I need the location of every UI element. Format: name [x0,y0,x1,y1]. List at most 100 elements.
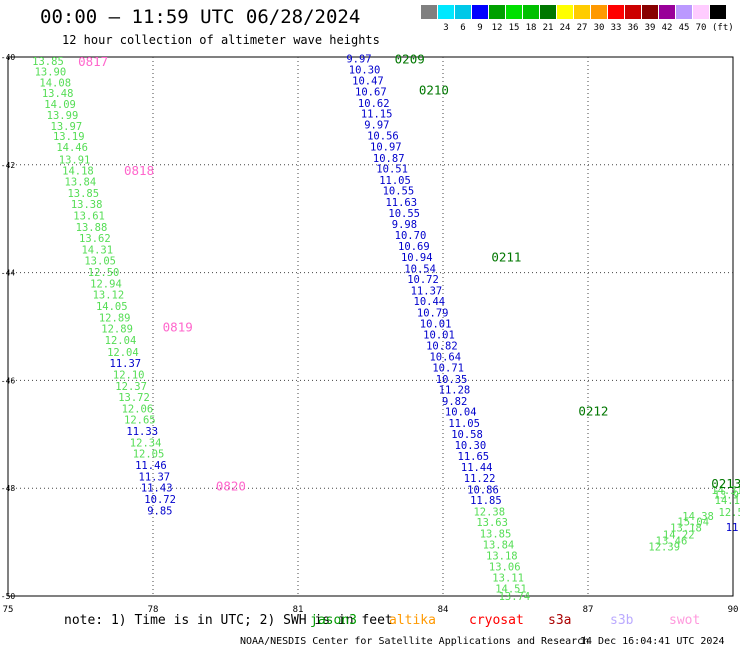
y-tick-label: -46 [1,376,16,385]
pass-time-label: 0820 [216,479,246,494]
x-tick-label: 75 [3,605,14,615]
data-point-label: 10.47 [352,76,384,88]
data-point-label: 13.97 [714,490,740,502]
legend-label: 42 [661,23,673,33]
data-point-label: 11.43 [141,483,173,495]
data-point-label: 13.63 [476,517,508,529]
data-point-label: 11.37 [110,358,142,370]
x-tick-label: 90 [728,605,739,615]
pass-time-label: 0213 [711,476,740,491]
data-point-label: 10.30 [455,440,487,452]
data-point-label: 13.90 [35,67,67,79]
legend-swatch [489,5,505,19]
data-point-label: 13.11 [492,573,524,585]
data-point-label: 9.85 [147,505,172,517]
chart-subtitle: 12 hour collection of altimeter wave hei… [62,33,380,47]
x-tick-label: 87 [583,605,594,615]
data-point-label: 12.06 [122,403,154,415]
data-point-label: 12.50 [88,267,120,279]
data-point-label: 14.05 [96,301,128,313]
data-point-label: 14.08 [39,77,71,89]
y-tick-label: -44 [1,269,16,278]
data-point-label: 12.37 [115,381,147,393]
data-point-label: 10.54 [404,263,436,275]
legend-label: 70 [695,23,707,33]
data-point-label: 10.79 [417,307,449,319]
legend-swatch [523,5,539,19]
satellite-name: jason3 [310,613,357,628]
data-point-label: 12.04 [107,347,139,359]
data-point-label: 12.10 [113,369,145,381]
data-point-label: 12.50 [719,507,740,519]
y-tick-label: -42 [1,161,16,170]
y-tick-label: -48 [1,484,16,493]
data-point-label: 9.97 [346,54,371,66]
pass-time-label: 0818 [124,163,154,178]
data-point-label: 9.98 [392,219,417,231]
data-point-label: 13.05 [84,256,116,268]
footer-note: note: 1) Time is in UTC; 2) SWH is in fe… [64,613,393,628]
data-point-label: 14.46 [56,142,88,154]
data-point-label: 10.64 [429,352,461,364]
data-point-label: 10.97 [370,141,402,153]
legend-swatch [659,5,675,19]
data-point-label: 10.51 [376,164,408,176]
data-point-label: 10.30 [349,64,381,76]
legend-swatch [557,5,573,19]
data-point-label: 13.74 [499,591,531,603]
data-point-label: 14.51 [495,583,527,595]
pass-time-label: 0819 [163,320,193,335]
data-point-label: 13.62 [79,233,111,245]
legend-swatch [710,5,726,19]
plot-frame [7,56,734,597]
data-point-label: 10.82 [426,340,458,352]
data-point-label: 13.88 [76,222,108,234]
data-point-label: 14.31 [81,244,113,256]
data-point-label: 11.37 [139,471,171,483]
data-point-label: 13.91 [59,154,91,166]
data-point-label: 10.56 [367,131,399,143]
data-point-label: 10.71 [432,362,464,374]
legend-label: 39 [644,23,656,33]
y-tick-label: -50 [1,592,16,601]
data-point-label: 10.44 [414,296,446,308]
chart-title: 00:00 – 11:59 UTC 06/28/2024 [40,6,361,28]
data-point-label: 10.04 [445,407,477,419]
data-point-label: 10.72 [407,274,439,286]
data-point-label: 10.62 [358,98,390,110]
legend-label: 9 [477,23,483,33]
data-point-label: 13.38 [71,199,103,211]
pass-time-label: 0211 [491,249,521,264]
data-point-label: 14.22 [663,530,695,542]
legend-swatch [591,5,607,19]
data-point-label: 12.05 [133,449,165,461]
legend-swatch [421,5,437,19]
data-point-label: 11.37 [726,522,740,534]
pass-time-label: 0210 [419,82,449,97]
generation-timestamp: 14 Dec 16:04:41 UTC 2024 [580,636,725,647]
data-point-label: 13.85 [480,528,512,540]
data-point-label: 14.38 [682,511,714,523]
credit-line: NOAA/NESDIS Center for Satellite Applica… [240,636,590,647]
legend-swatch [574,5,590,19]
data-point-label: 11.33 [126,426,158,438]
data-point-label: 13.19 [53,131,85,143]
data-point-label: 14.09 [44,99,76,111]
data-point-label: 10.87 [373,153,405,165]
legend-label: 30 [593,23,605,33]
data-point-label: 10.01 [423,330,455,342]
data-point-label: 13.61 [73,210,105,222]
data-point-label: 12.89 [99,312,131,324]
data-point-label: 11.44 [461,462,493,474]
data-point-label: 12.04 [105,335,137,347]
legend-swatch [676,5,692,19]
data-point-label: 12.38 [473,506,505,518]
data-point-label: 10.94 [401,252,433,264]
satellite-name: s3b [610,613,634,628]
data-point-label: 11.15 [361,109,393,121]
data-point-label: 10.67 [355,86,387,98]
data-point-label: 14.16 [715,495,740,507]
data-point-label: 11.65 [458,451,490,463]
legend-label: 24 [559,23,571,33]
legend-swatch [455,5,471,19]
